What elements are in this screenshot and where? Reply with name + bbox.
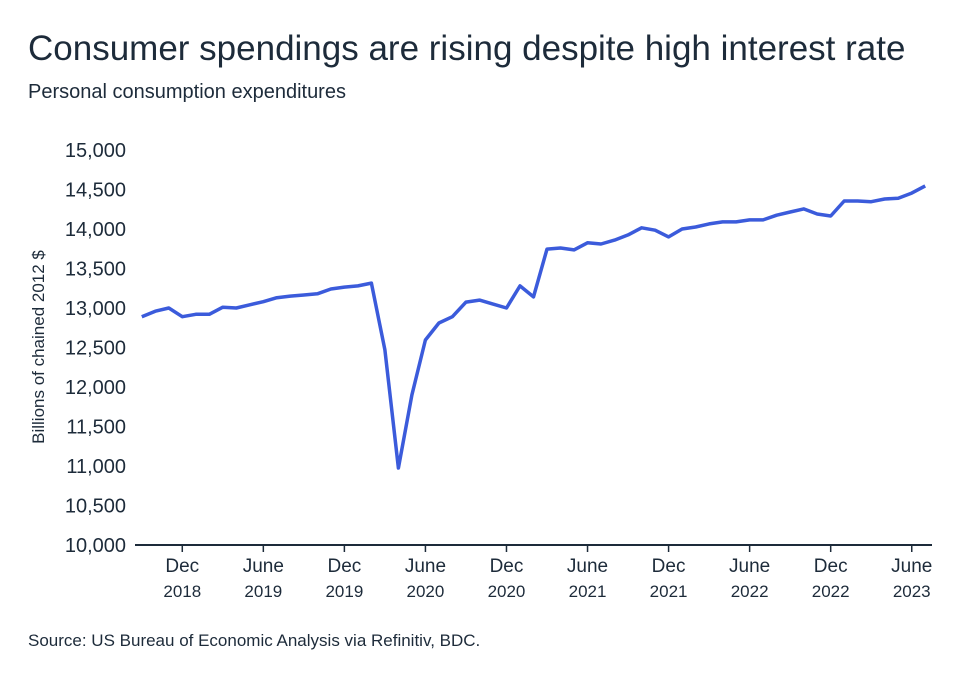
x-tick-label: June 2022 [729,556,770,601]
y-tick-label: 11,500 [66,417,126,439]
y-tick-label: 15,000 [65,140,126,162]
x-tick-label: June 2019 [243,556,284,601]
y-tick-label: 13,500 [65,259,126,281]
y-tick-label: 10,500 [65,496,126,518]
data-line [141,184,927,470]
x-tick-label: Dec 2019 [325,556,363,601]
chart-title: Consumer spendings are rising despite hi… [28,29,905,68]
x-tick-label: June 2021 [567,556,608,601]
x-tick-label: Dec 2022 [812,556,850,601]
x-tick-label: Dec 2020 [488,556,526,601]
y-tick-label: 12,500 [65,338,126,360]
x-tick-label: June 2023 [891,556,932,601]
y-tick-label: 13,000 [65,298,126,320]
chart-subtitle: Personal consumption expenditures [28,81,346,103]
y-tick-label: 10,000 [65,535,126,557]
y-tick-label: 14,500 [65,180,126,202]
source-note: Source: US Bureau of Economic Analysis v… [28,631,480,650]
y-tick-label: 11,000 [66,456,126,478]
x-tick-label: Dec 2021 [650,556,688,601]
x-tick-label: Dec 2018 [163,556,201,601]
y-tick-label: 12,000 [65,377,126,399]
y-axis-title: Billions of chained 2012 $ [29,250,48,444]
y-tick-label: 14,000 [65,219,126,241]
x-tick-label: June 2020 [405,556,446,601]
